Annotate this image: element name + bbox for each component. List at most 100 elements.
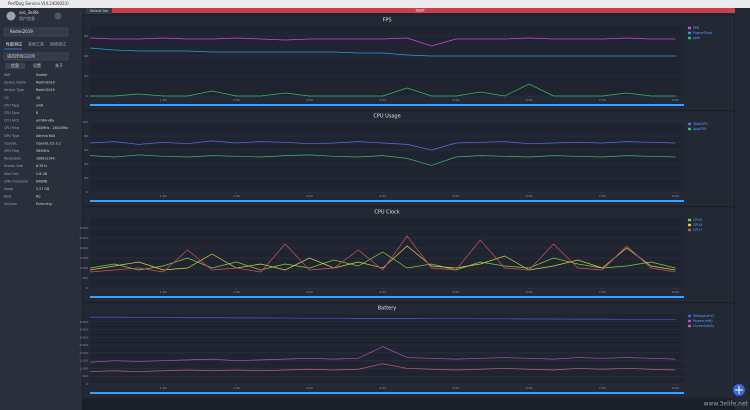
x-tick-label: 5:00	[453, 98, 460, 102]
series-line	[89, 251, 676, 271]
legend-entry[interactable]: Voltage(mV)	[693, 314, 715, 318]
y-tick-label: 3,000	[79, 226, 88, 230]
info-value: 1080x2340	[36, 157, 55, 161]
info-key: CPU Arch	[4, 119, 19, 123]
x-tick-label: 5:00	[453, 386, 460, 390]
legend-swatch	[688, 26, 691, 30]
y-tick-label: 0	[86, 382, 88, 386]
x-tick-label: 5:00	[453, 290, 460, 294]
x-tick-label: 6:00	[526, 194, 533, 198]
right-toolbar	[735, 8, 750, 410]
x-tick-label: 5:00	[453, 194, 460, 198]
plot-area	[90, 314, 684, 384]
x-tick-label: 1:00	[160, 194, 167, 198]
x-tick-label: 6:00	[526, 386, 533, 390]
info-value: Enforcing	[36, 202, 52, 206]
legend-entry[interactable]: Power(mW)	[693, 319, 713, 323]
x-tick-label: 3:00	[306, 290, 313, 294]
legend-swatch	[688, 218, 691, 222]
info-value: 8	[36, 111, 38, 115]
sidebar-tab[interactable]: 性能测试	[6, 41, 22, 47]
legend-entry[interactable]: CPU4	[693, 223, 702, 227]
x-tick-label: 4:00	[379, 194, 386, 198]
series-line	[89, 47, 676, 57]
y-tick-label: 1,500	[79, 256, 88, 260]
x-tick-label: 1:00	[160, 386, 167, 390]
chart-title: CPU Clock	[374, 210, 399, 216]
legend-swatch	[688, 223, 691, 227]
legend-swatch	[688, 122, 691, 126]
info-key: OS	[4, 96, 9, 100]
legend-swatch	[688, 314, 691, 318]
info-key: Root	[4, 195, 12, 199]
y-tick-label: 60	[84, 34, 88, 38]
x-tick-label: 3:00	[306, 194, 313, 198]
y-tick-label: 60	[84, 148, 88, 152]
app-select[interactable]	[3, 52, 69, 61]
legend-swatch	[688, 324, 691, 328]
x-tick-label: 2:00	[233, 194, 240, 198]
legend-entry[interactable]: TotalCPU	[692, 122, 708, 126]
y-tick-label: 40	[84, 162, 88, 166]
x-tick-label: 7:00	[599, 290, 606, 294]
info-value: Adreno 640	[36, 134, 55, 138]
legend-entry[interactable]: Current(mA)	[693, 324, 715, 328]
x-tick-label: 4:00	[379, 386, 386, 390]
y-tick-label: 1,000	[79, 366, 88, 370]
legend-entry[interactable]: FrameTime	[693, 31, 712, 35]
avatar[interactable]	[6, 11, 16, 21]
x-tick-label: 2:00	[233, 98, 240, 102]
info-key: Device Name	[4, 81, 26, 85]
series-line	[89, 363, 676, 372]
chart-title: FPS	[382, 18, 391, 24]
plot-area	[90, 218, 684, 288]
y-tick-label: 2,000	[79, 246, 88, 250]
y-tick-label: 40	[84, 54, 88, 58]
title-bar	[0, 0, 750, 8]
sidebar-subtab[interactable]: 设置	[33, 62, 41, 68]
series-line	[89, 235, 676, 273]
x-tick-label: 7:00	[599, 98, 606, 102]
legend-entry[interactable]: CPU0	[693, 218, 702, 222]
y-tick-label: 500	[82, 374, 88, 378]
y-tick-label: 500	[82, 276, 88, 280]
info-key: LMK Threshold	[4, 179, 28, 183]
legend-swatch	[688, 127, 691, 131]
tab[interactable]	[86, 8, 112, 14]
sidebar-tab[interactable]: 其他工具	[28, 41, 44, 47]
x-tick-label: 7:00	[599, 194, 606, 198]
app-select-label: 请选择测试应用	[7, 53, 35, 59]
x-tick-label: 6:00	[526, 98, 533, 102]
info-value: sm8	[36, 103, 43, 107]
menu-button[interactable]	[54, 12, 62, 20]
info-key: Screen Size	[4, 164, 23, 168]
info-key: GPU Freq	[4, 149, 19, 153]
series-line	[90, 83, 676, 97]
y-tick-label: 2,000	[79, 351, 88, 355]
sidebar-tab[interactable]: 网络测试	[50, 41, 66, 47]
device-select[interactable]	[3, 27, 69, 37]
watermark: www.3elife.net	[704, 401, 749, 408]
x-tick-label: 8:00	[672, 386, 679, 390]
x-tick-label: 2:00	[233, 290, 240, 294]
info-value: arm64-v8a	[36, 119, 54, 123]
y-tick-label: 80	[84, 134, 88, 138]
info-key: CPU Core	[4, 111, 19, 115]
sidebar-subtab[interactable]: 关于	[55, 62, 63, 68]
status-bar	[82, 400, 735, 410]
info-key: Wifi	[4, 73, 10, 77]
legend-entry[interactable]: AppCPU	[693, 127, 707, 131]
info-value: 10	[36, 96, 40, 100]
legend-swatch	[688, 228, 691, 232]
user-info[interactable]: 用户信息	[19, 15, 35, 21]
legend-entry[interactable]: Jank	[692, 36, 700, 40]
legend-entry[interactable]: FPS	[693, 26, 699, 30]
legend-swatch	[688, 36, 691, 40]
series-line	[89, 154, 676, 166]
info-value: 2.57 GB	[36, 187, 50, 191]
sidebar-subtab[interactable]: 信息	[11, 62, 19, 68]
legend-entry[interactable]: CPU7	[693, 228, 702, 232]
info-key: CPU Freq	[4, 126, 19, 130]
info-value: 585MHz	[36, 149, 50, 153]
